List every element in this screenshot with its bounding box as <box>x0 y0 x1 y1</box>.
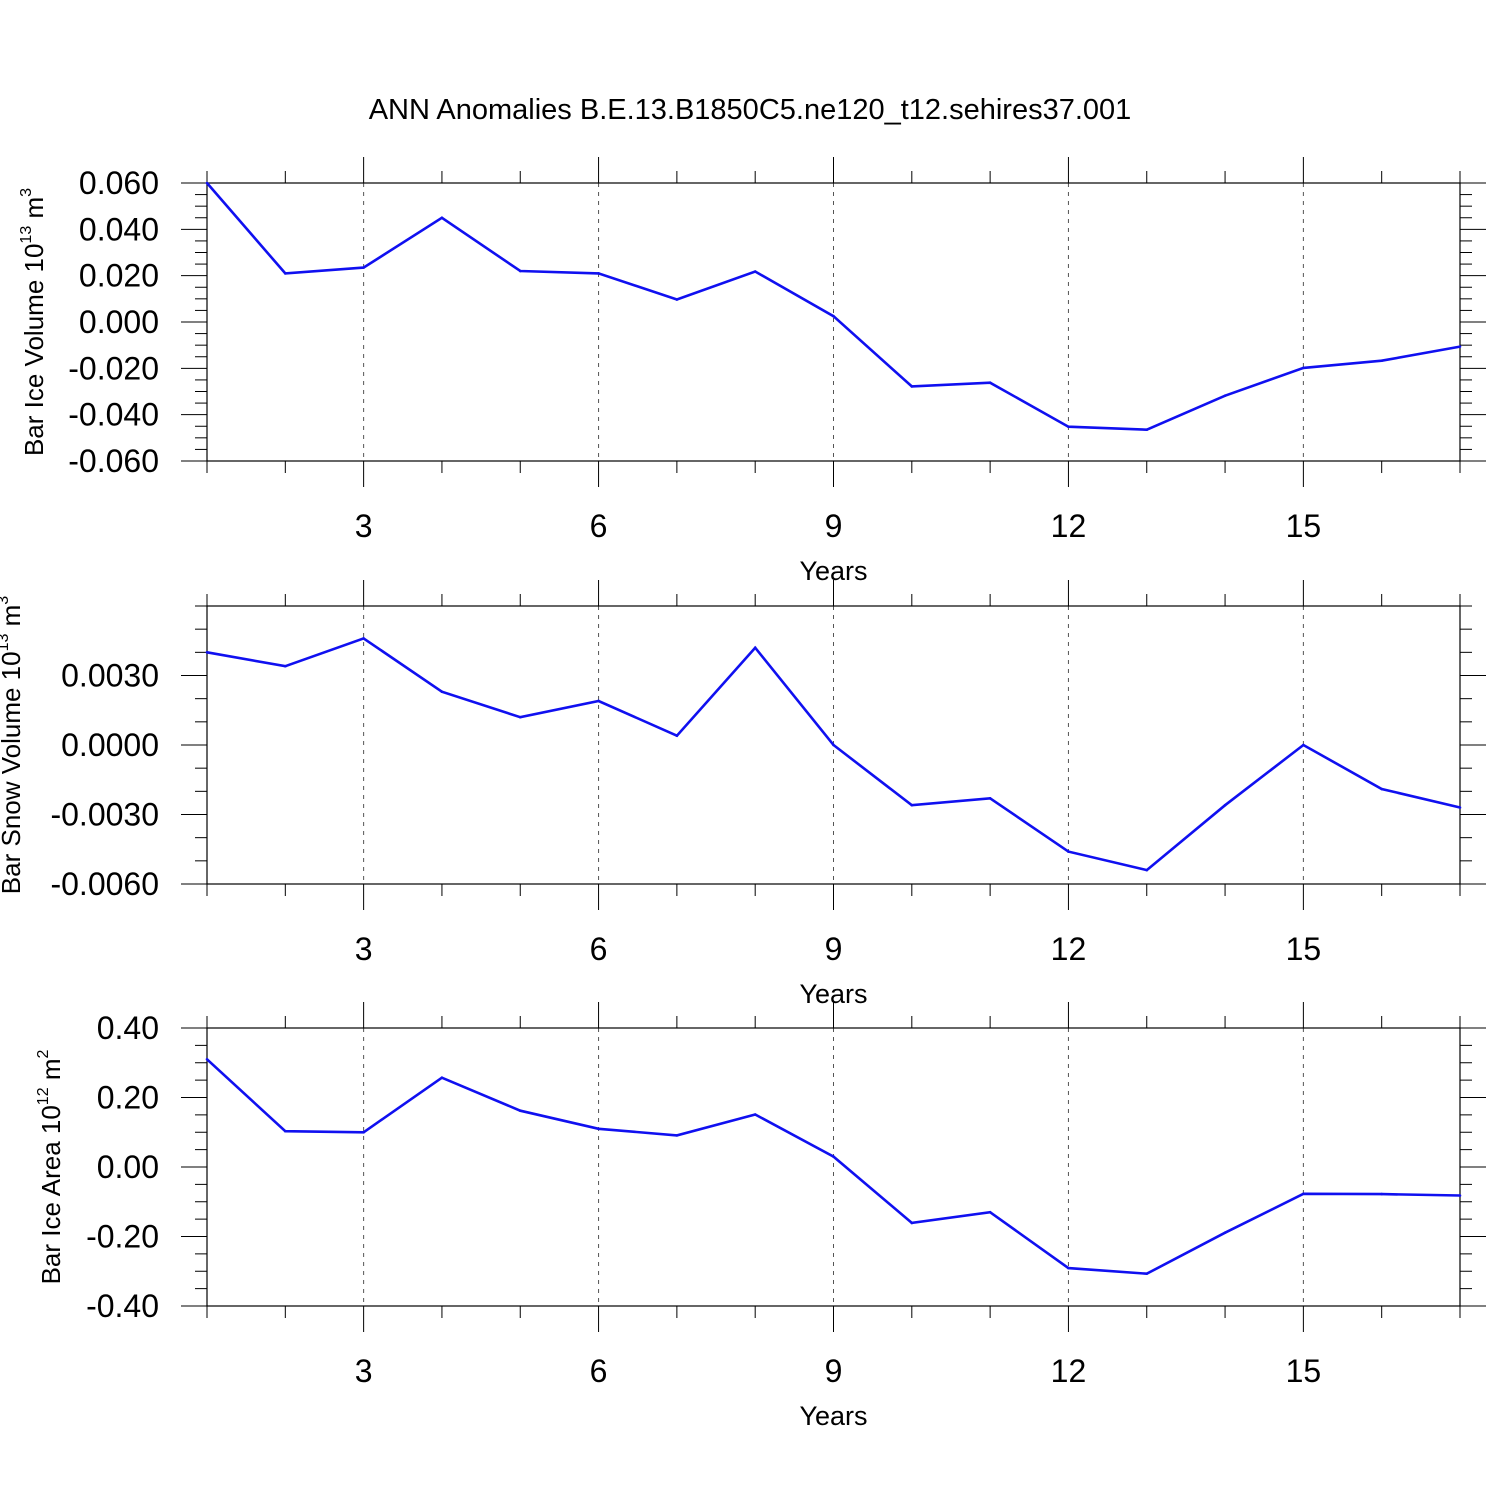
data-point <box>205 651 209 654</box>
x-tick-label: 6 <box>590 1353 608 1389</box>
data-point <box>1223 803 1227 807</box>
data-point <box>832 314 835 318</box>
x-tick-label: 15 <box>1286 931 1322 967</box>
data-point <box>675 734 679 738</box>
panel-2: 3 6 9 12 15-0.0060-0.00300.00000.0030YearsBa… <box>0 580 1486 1009</box>
data-point <box>205 181 209 185</box>
y-tick-label: -0.20 <box>86 1219 159 1255</box>
data-point <box>988 381 992 384</box>
data-point <box>1067 850 1070 853</box>
data-point <box>440 1076 444 1079</box>
data-point <box>988 796 992 800</box>
data-point <box>1380 787 1383 791</box>
y-tick-label: -0.040 <box>68 397 159 433</box>
data-point <box>362 637 365 640</box>
x-tick-label: 3 <box>355 508 373 544</box>
y-tick-label: -0.020 <box>68 350 159 386</box>
y-tick-label: 0.020 <box>79 258 159 294</box>
y-tick-label: 0.40 <box>97 1010 159 1046</box>
data-point <box>1067 425 1070 429</box>
x-tick-label: 12 <box>1051 508 1087 544</box>
data-point <box>1223 394 1227 397</box>
data-point <box>1067 1266 1070 1270</box>
data-point <box>1302 366 1305 370</box>
y-tick-label: 0.20 <box>97 1080 159 1116</box>
data-point <box>832 1155 835 1158</box>
data-point <box>910 385 914 388</box>
y-tick-label: -0.060 <box>68 443 159 479</box>
y-axis-label: Bar Snow Volume 1013 m3 <box>0 596 26 895</box>
data-point <box>284 664 287 668</box>
data-point <box>284 272 287 275</box>
data-point <box>362 266 365 269</box>
x-tick-label: 9 <box>825 1353 843 1389</box>
plot-frame <box>206 182 1461 462</box>
y-tick-label: 0.040 <box>79 211 159 247</box>
x-tick-label: 9 <box>825 508 843 544</box>
x-axis-label: Years <box>799 1401 867 1431</box>
data-point <box>910 803 914 807</box>
y-tick-label: 0.060 <box>79 165 159 201</box>
figure-title-text: ANN Anomalies B.E.13.B1850C5.ne120_t12.s… <box>368 94 1132 126</box>
data-point <box>1223 1231 1227 1234</box>
panel-1: 3 6 9 12 15 -0.060 -0.040 -0.020 0.000 0.020 0.040… <box>18 157 1486 586</box>
data-point <box>1302 743 1305 747</box>
data-point <box>1145 1272 1149 1275</box>
data-point <box>1458 806 1462 809</box>
data-point <box>675 298 679 301</box>
x-tick-label: 15 <box>1286 1353 1322 1389</box>
data-point <box>753 1113 757 1116</box>
data-point <box>518 1109 522 1113</box>
plot-frame <box>206 605 1461 885</box>
data-point <box>284 1129 287 1133</box>
data-point <box>1380 1192 1383 1196</box>
data-point <box>597 699 600 703</box>
data-point <box>1145 868 1149 872</box>
x-tick-label: 12 <box>1051 1353 1087 1389</box>
data-point <box>205 1057 209 1061</box>
y-axis-label: Bar Ice Volume 1013 m3 <box>18 188 49 456</box>
data-point <box>1458 1194 1462 1197</box>
x-tick-label: 6 <box>590 508 608 544</box>
y-axis-label: Bar Ice Area 1012 m2 <box>35 1049 66 1284</box>
data-point <box>753 270 757 273</box>
data-point <box>1458 345 1462 348</box>
data-point <box>518 269 522 273</box>
series-line <box>206 636 1461 872</box>
plot-frame <box>206 1027 1461 1307</box>
data-point <box>832 743 835 747</box>
data-point <box>1380 359 1383 362</box>
data-point <box>753 646 757 649</box>
data-point <box>518 715 522 719</box>
data-point <box>362 1130 365 1134</box>
panel-3: 3 6 9 12 15 -0.40 -0.20 0.00 0.20 0.40 Years Bar Ic… <box>35 1002 1486 1431</box>
y-tick-label: -0.0030 <box>50 797 159 833</box>
data-point <box>440 690 444 694</box>
y-tick-label: 0.000 <box>79 304 159 340</box>
figure-title: ANN Anomalies B.E.13.B1850C5.ne120_t12.s… <box>0 90 1500 135</box>
data-point <box>1302 1192 1305 1196</box>
x-tick-label: 15 <box>1286 508 1322 544</box>
y-tick-label: 0.00 <box>97 1149 159 1185</box>
x-tick-label: 3 <box>355 1353 373 1389</box>
x-tick-label: 12 <box>1051 931 1087 967</box>
y-tick-label: 0.0030 <box>61 658 159 694</box>
data-point <box>910 1221 914 1225</box>
y-tick-label: -0.40 <box>86 1288 159 1324</box>
x-tick-label: 6 <box>590 931 608 967</box>
data-point <box>1145 428 1149 432</box>
data-point <box>597 1127 600 1131</box>
x-tick-label: 9 <box>825 931 843 967</box>
data-point <box>675 1134 679 1137</box>
y-tick-label: -0.0060 <box>50 866 159 902</box>
x-tick-label: 3 <box>355 931 373 967</box>
y-tick-label: 0.0000 <box>61 727 159 763</box>
data-point <box>440 216 444 220</box>
data-point <box>597 272 600 275</box>
data-point <box>988 1210 992 1214</box>
